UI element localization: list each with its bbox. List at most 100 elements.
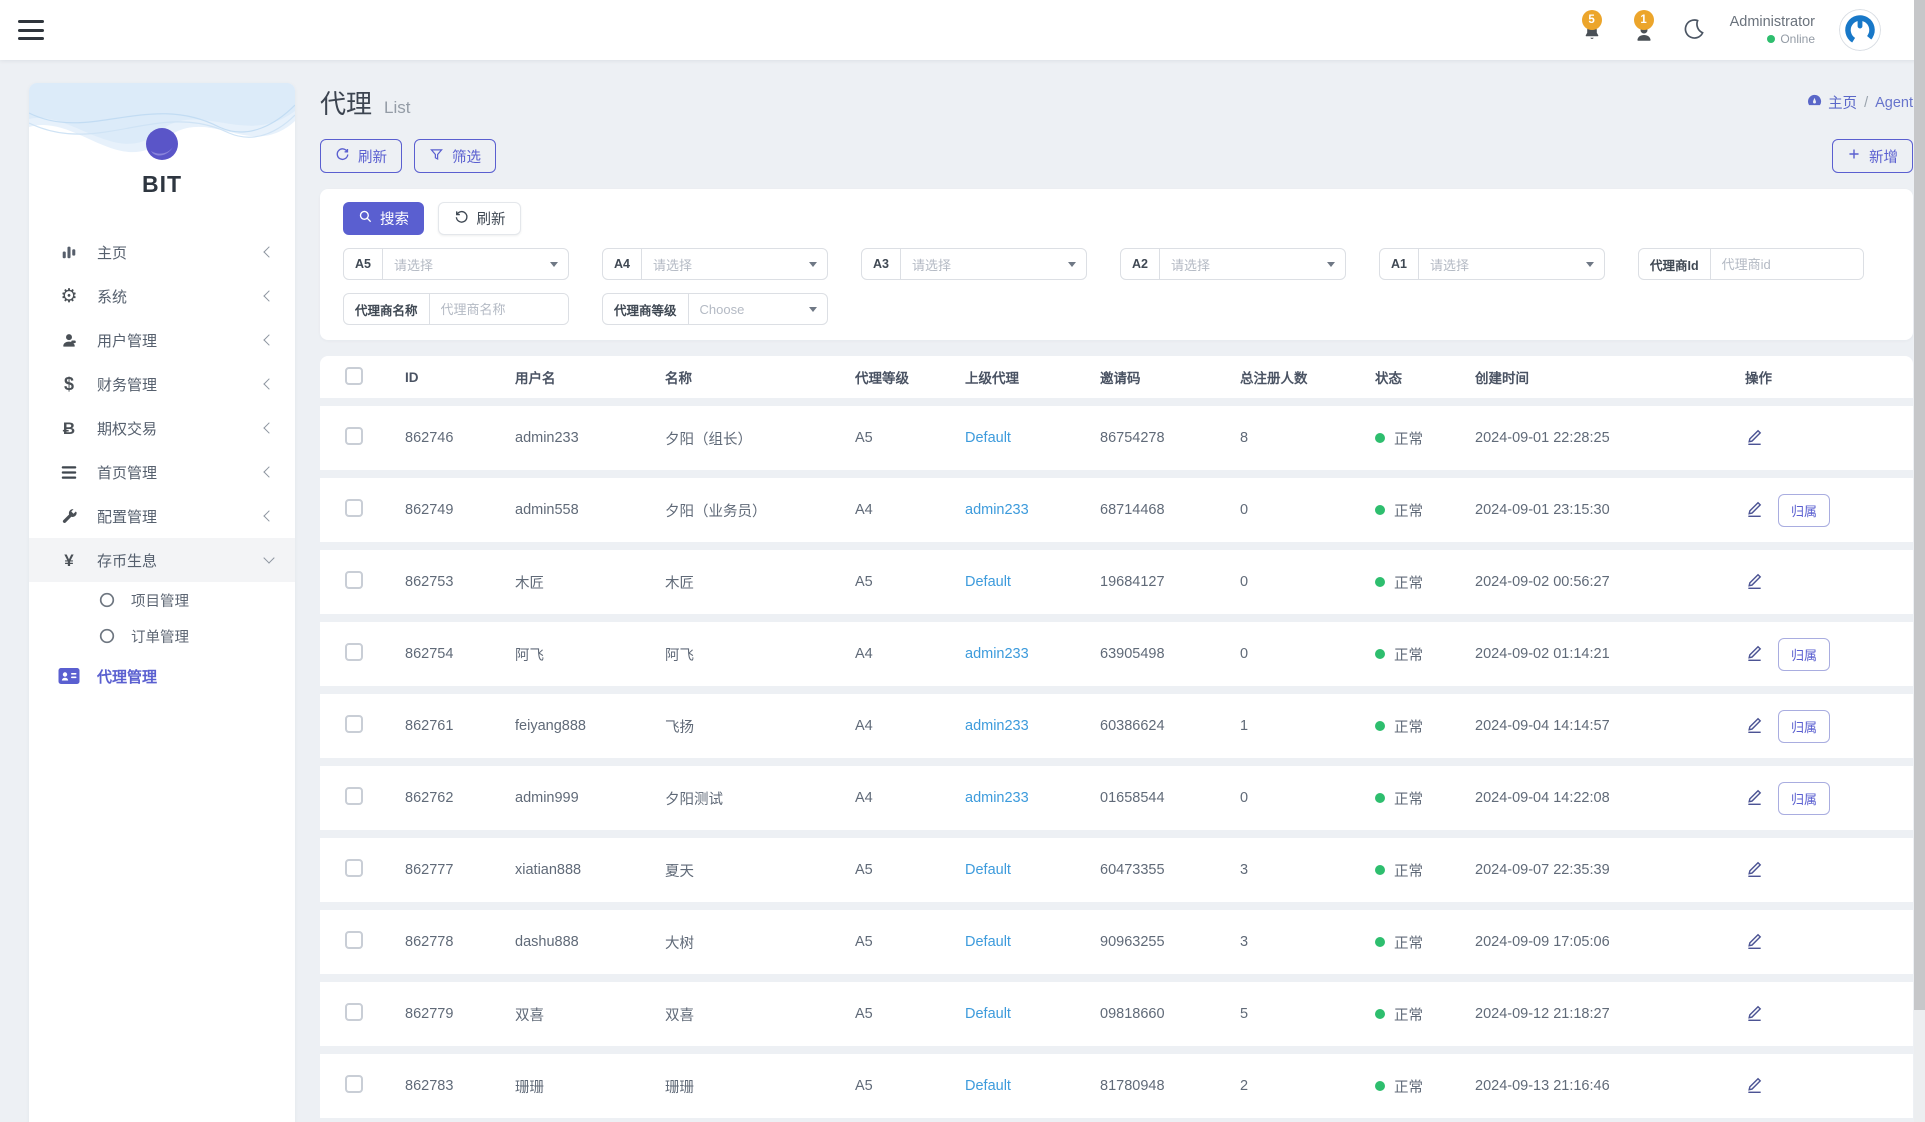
agent-level-select[interactable]: 代理商等级 Choose [602,293,828,325]
sidebar-item-系统[interactable]: ⚙系统 [29,274,295,318]
sidebar-item-label: 代理管理 [97,666,273,687]
user-alerts-button[interactable]: 1 [1630,10,1658,50]
level-select-A2[interactable]: A2请选择 [1120,248,1346,280]
edit-button[interactable] [1745,499,1764,521]
menu-toggle-button[interactable] [18,20,44,40]
sidebar-item-存币生息[interactable]: ¥存币生息 [29,538,295,582]
chevron-down-icon [1327,262,1335,267]
parent-agent-link[interactable]: Default [965,574,1011,590]
column-header: ID [405,370,515,385]
filter-button[interactable]: 筛选 [414,139,496,173]
agent-id-input[interactable] [1711,249,1863,279]
assign-button[interactable]: 归属 [1778,710,1830,743]
sidebar-item-代理管理[interactable]: 代理管理 [29,654,295,698]
sidebar-item-项目管理[interactable]: 项目管理 [29,582,295,618]
refresh-button[interactable]: 刷新 [320,139,402,173]
row-checkbox[interactable] [345,1075,363,1093]
level-select-A4[interactable]: A4请选择 [602,248,828,280]
sidebar-item-财务管理[interactable]: $财务管理 [29,362,295,406]
id-card-icon [57,667,81,685]
edit-button[interactable] [1745,715,1764,737]
bar-chart-icon [57,243,81,261]
brand-name: BIT [29,171,295,198]
scrollbar-thumb[interactable] [1914,0,1925,1010]
chevron-left-icon [263,378,274,389]
page-scrollbar[interactable] [1914,0,1925,1122]
row-checkbox[interactable] [345,1003,363,1021]
select-all-checkbox[interactable] [345,367,363,385]
cell-created-at: 2024-09-07 22:35:39 [1475,862,1745,878]
assign-button[interactable]: 归属 [1778,782,1830,815]
cell-id: 862746 [405,430,515,446]
parent-agent-link[interactable]: Default [965,1078,1011,1094]
edit-button[interactable] [1745,787,1764,809]
edit-button[interactable] [1745,1003,1764,1025]
sidebar-item-首页管理[interactable]: 首页管理 [29,450,295,494]
status-label: 正常 [1394,428,1423,449]
row-checkbox[interactable] [345,859,363,877]
edit-button[interactable] [1745,643,1764,665]
user-name: Administrator [1730,13,1815,31]
column-header: 创建时间 [1475,367,1745,387]
level-select-A1[interactable]: A1请选择 [1379,248,1605,280]
edit-button[interactable] [1745,427,1764,449]
parent-agent-link[interactable]: admin233 [965,790,1029,806]
assign-button[interactable]: 归属 [1778,494,1830,527]
parent-agent-link[interactable]: admin233 [965,718,1029,734]
column-header: 用户名 [515,367,665,387]
avatar[interactable] [1839,9,1881,51]
status-dot [1375,1081,1385,1091]
sidebar-item-订单管理[interactable]: 订单管理 [29,618,295,654]
assign-button[interactable]: 归属 [1778,638,1830,671]
level-select-A5[interactable]: A5请选择 [343,248,569,280]
edit-button[interactable] [1745,859,1764,881]
search-button[interactable]: 搜索 [343,202,424,235]
table-row: 862749admin558夕阳（业务员）A4admin233687144680… [320,478,1913,542]
sidebar-item-用户管理[interactable]: 用户管理 [29,318,295,362]
row-checkbox[interactable] [345,715,363,733]
parent-agent-link[interactable]: admin233 [965,646,1029,662]
cell-invite-code: 68714468 [1100,502,1240,518]
row-checkbox[interactable] [345,787,363,805]
table-row: 862777xiatian888夏天A5Default604733553正常20… [320,838,1913,902]
edit-button[interactable] [1745,571,1764,593]
table-row: 862754阿飞阿飞A4admin233639054980正常2024-09-0… [320,622,1913,686]
reset-button[interactable]: 刷新 [438,202,521,235]
parent-agent-link[interactable]: Default [965,934,1011,950]
edit-button[interactable] [1745,931,1764,953]
row-checkbox[interactable] [345,499,363,517]
row-checkbox[interactable] [345,427,363,445]
chevron-left-icon [263,246,274,257]
cell-username: admin558 [515,502,665,518]
row-checkbox[interactable] [345,931,363,949]
cell-created-at: 2024-09-04 14:14:57 [1475,718,1745,734]
cell-name: 大树 [665,932,855,953]
sidebar-item-主页[interactable]: 主页 [29,230,295,274]
sidebar-item-配置管理[interactable]: 配置管理 [29,494,295,538]
parent-agent-link[interactable]: admin233 [965,502,1029,518]
funnel-icon [429,147,444,166]
row-checkbox[interactable] [345,571,363,589]
sidebar-item-期权交易[interactable]: Ƀ期权交易 [29,406,295,450]
level-select-A3[interactable]: A3请选择 [861,248,1087,280]
chevron-left-icon [263,290,274,301]
dark-mode-toggle[interactable] [1682,17,1706,44]
cell-name: 珊珊 [665,1076,855,1097]
parent-agent-link[interactable]: Default [965,1006,1011,1022]
table-header-row: ID用户名名称代理等级上级代理邀请码总注册人数状态创建时间操作 [320,356,1913,398]
refresh-icon [335,147,350,166]
parent-agent-link[interactable]: Default [965,862,1011,878]
edit-button[interactable] [1745,1075,1764,1097]
level-select-placeholder: 请选择 [1160,249,1327,279]
cell-invite-code: 19684127 [1100,574,1240,590]
table-body: 862746admin233夕阳（组长）A5Default867542788正常… [320,406,1913,1118]
agent-name-input[interactable] [430,294,568,324]
cell-id: 862754 [405,646,515,662]
notifications-button[interactable]: 5 [1578,10,1606,50]
parent-agent-link[interactable]: Default [965,430,1011,446]
status-label: 正常 [1394,1076,1423,1097]
add-button[interactable]: 新增 [1832,139,1913,173]
breadcrumb-home-link[interactable]: 主页 [1807,92,1857,113]
row-checkbox[interactable] [345,643,363,661]
cell-invite-code: 90963255 [1100,934,1240,950]
